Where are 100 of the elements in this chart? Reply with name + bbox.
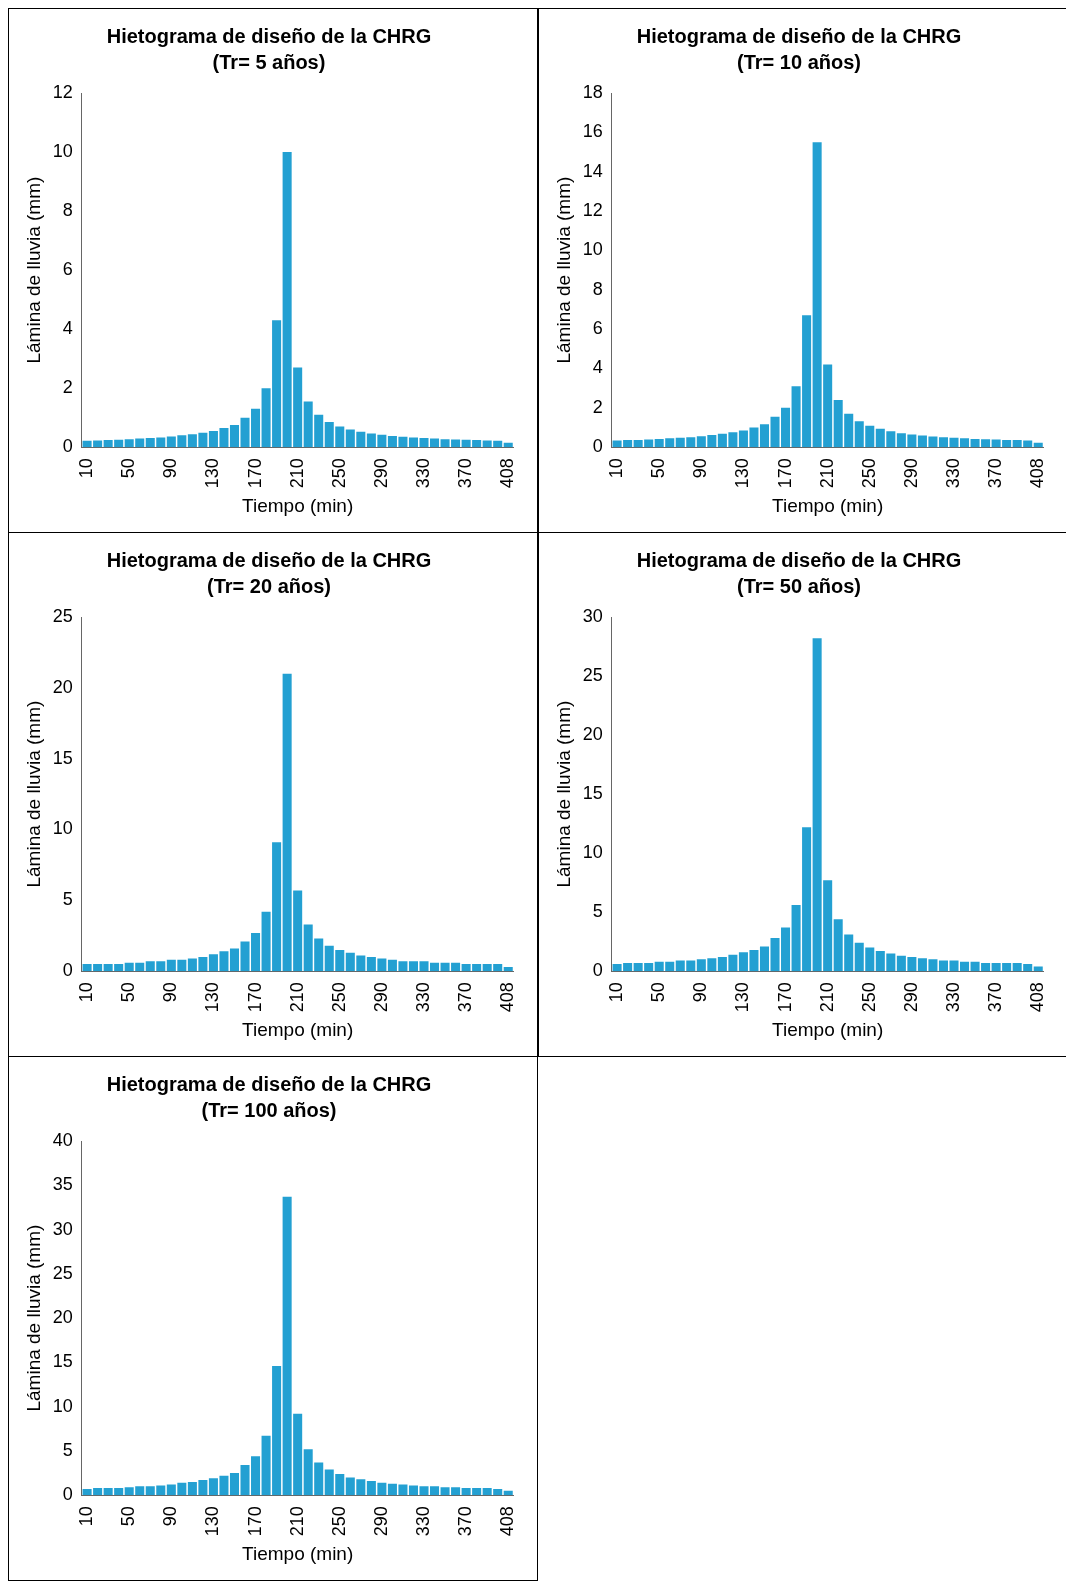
x-tick-label: 50: [118, 458, 139, 479]
y-tick-label: 6: [592, 318, 603, 339]
y-axis-title: Lámina de lluvia (mm): [552, 176, 574, 364]
y-tick-label: 10: [582, 842, 603, 863]
x-tick-label: 408: [1027, 982, 1048, 1013]
y-tick-label: 40: [52, 1129, 73, 1150]
chart-subtitle: (Tr= 10 años): [737, 50, 861, 73]
y-tick-label: 4: [62, 318, 73, 339]
x-tick-label: 130: [732, 458, 753, 489]
x-tick-label: 370: [985, 982, 1006, 1013]
x-tick-label: 210: [286, 458, 307, 489]
bar: [503, 1490, 513, 1496]
y-tick-label: 16: [582, 121, 603, 142]
chart-subtitle: (Tr= 50 años): [737, 574, 861, 597]
x-tick-label: 250: [328, 458, 349, 489]
x-tick-label: 50: [648, 982, 669, 1003]
y-tick-label: 2: [62, 377, 73, 398]
x-tick-label: 210: [286, 982, 307, 1013]
y-tick-label: 20: [52, 1307, 73, 1328]
y-tick-label: 15: [582, 783, 603, 804]
y-tick-label: 14: [582, 160, 603, 181]
x-tick-label: 408: [497, 1506, 518, 1537]
x-tick-label: 290: [370, 982, 391, 1013]
chart-subtitle: (Tr= 20 años): [207, 574, 331, 597]
y-tick-label: 0: [592, 436, 603, 457]
x-tick-label: 370: [455, 1506, 476, 1537]
chart-subtitle: (Tr= 100 años): [201, 1098, 337, 1121]
x-tick-label: 330: [412, 982, 433, 1013]
x-tick-label: 330: [412, 1506, 433, 1537]
x-tick-label: 170: [244, 982, 265, 1013]
x-tick-label: 130: [202, 458, 223, 489]
x-tick-label: 250: [328, 1506, 349, 1537]
x-tick-label: 90: [160, 1506, 181, 1527]
y-tick-label: 15: [52, 747, 73, 768]
x-tick-label: 90: [160, 458, 181, 479]
x-tick-label: 330: [942, 458, 963, 489]
y-tick-label: 25: [52, 605, 73, 626]
y-tick-label: 4: [592, 357, 603, 378]
x-tick-label: 10: [606, 982, 627, 1003]
y-tick-label: 5: [62, 1439, 73, 1460]
x-tick-label: 10: [76, 1506, 97, 1527]
y-tick-label: 10: [582, 239, 603, 260]
y-tick-label: 15: [52, 1351, 73, 1372]
x-tick-label: 90: [690, 458, 711, 479]
x-tick-label: 250: [858, 982, 879, 1013]
y-tick-label: 12: [582, 200, 603, 221]
x-tick-label: 408: [497, 982, 518, 1013]
y-axis-title: Lámina de lluvia (mm): [22, 700, 44, 888]
y-tick-label: 8: [62, 200, 73, 221]
x-tick-label: 50: [648, 458, 669, 479]
x-tick-label: 170: [244, 1506, 265, 1537]
y-tick-label: 30: [582, 605, 603, 626]
x-tick-label: 10: [76, 982, 97, 1003]
x-tick-label: 210: [286, 1506, 307, 1537]
x-tick-label: 370: [455, 982, 476, 1013]
x-tick-label: 290: [900, 982, 921, 1013]
x-tick-label: 408: [1027, 458, 1048, 489]
y-tick-label: 25: [52, 1262, 73, 1283]
x-tick-label: 290: [900, 458, 921, 489]
y-tick-label: 5: [62, 889, 73, 910]
y-tick-label: 8: [592, 278, 603, 299]
y-tick-label: 30: [52, 1218, 73, 1239]
x-tick-label: 130: [202, 982, 223, 1013]
y-tick-label: 2: [592, 396, 603, 417]
chart-title: Hietograma de diseño de la CHRG: [636, 548, 962, 571]
y-tick-label: 0: [62, 436, 73, 457]
x-tick-label: 50: [118, 982, 139, 1003]
x-tick-label: 130: [202, 1506, 223, 1537]
y-tick-label: 10: [52, 818, 73, 839]
y-axis-title: Lámina de lluvia (mm): [552, 700, 574, 888]
chart-title: Hietograma de diseño de la CHRG: [106, 548, 432, 571]
y-tick-label: 0: [62, 1484, 73, 1505]
x-tick-label: 330: [942, 982, 963, 1013]
x-tick-label: 250: [858, 458, 879, 489]
bar: [1033, 966, 1043, 972]
bar: [503, 966, 513, 972]
x-tick-label: 10: [76, 458, 97, 479]
x-tick-label: 290: [370, 1506, 391, 1537]
x-axis-title: Tiempo (min): [772, 494, 884, 516]
y-tick-label: 35: [52, 1174, 73, 1195]
y-tick-label: 25: [582, 665, 603, 685]
x-tick-label: 90: [160, 982, 181, 1003]
x-tick-label: 408: [497, 458, 518, 489]
y-axis-title: Lámina de lluvia (mm): [22, 176, 44, 364]
x-tick-label: 210: [816, 458, 837, 489]
y-tick-label: 18: [582, 81, 603, 102]
x-axis-title: Tiempo (min): [772, 1018, 884, 1040]
y-tick-label: 20: [52, 676, 73, 697]
x-tick-label: 170: [244, 458, 265, 489]
x-axis-title: Tiempo (min): [242, 494, 354, 516]
bar: [503, 442, 513, 448]
x-tick-label: 250: [328, 982, 349, 1013]
x-tick-label: 290: [370, 458, 391, 489]
x-tick-label: 50: [118, 1506, 139, 1527]
chart-subtitle: (Tr= 5 años): [212, 50, 326, 73]
x-tick-label: 370: [455, 458, 476, 489]
y-tick-label: 20: [582, 724, 603, 745]
chart-title: Hietograma de diseño de la CHRG: [106, 24, 432, 47]
y-tick-label: 6: [62, 259, 73, 280]
y-tick-label: 10: [52, 141, 73, 161]
